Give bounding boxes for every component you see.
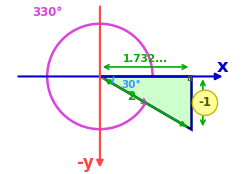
Text: 2: 2	[127, 90, 135, 103]
Text: x: x	[216, 58, 228, 77]
Text: -y: -y	[76, 155, 94, 172]
Polygon shape	[100, 76, 191, 129]
Text: 330°: 330°	[32, 6, 62, 19]
Text: 1.732...: 1.732...	[123, 54, 168, 64]
Text: 30°: 30°	[121, 80, 141, 90]
Circle shape	[192, 90, 218, 116]
Text: -1: -1	[198, 96, 212, 109]
